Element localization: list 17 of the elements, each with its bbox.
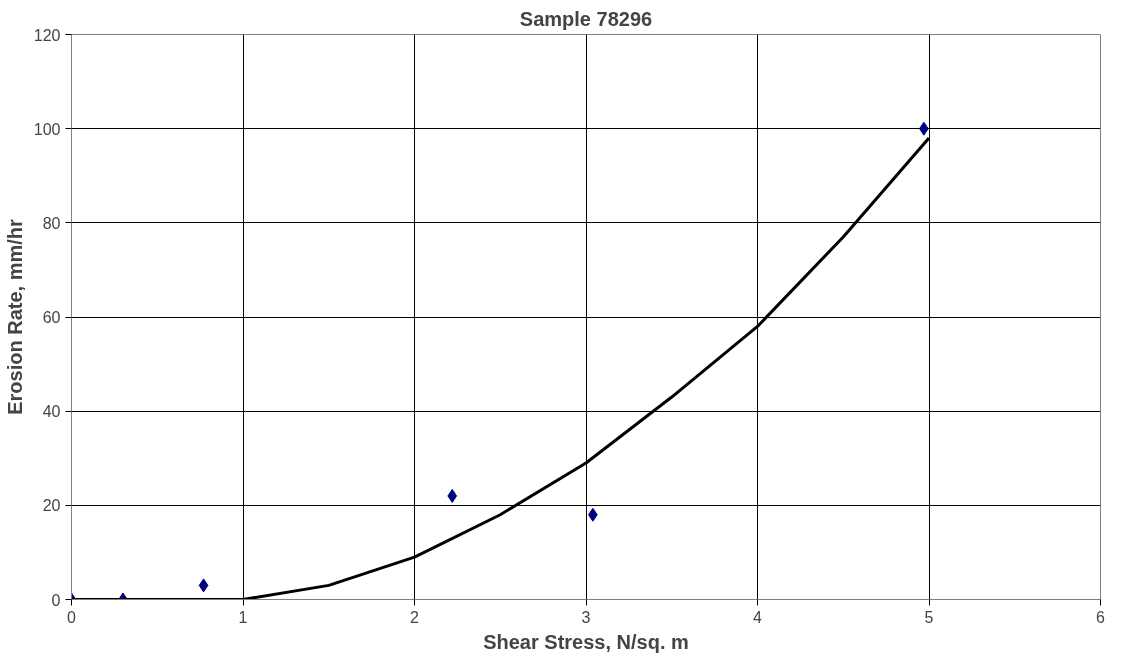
y-tick-label: 100	[33, 120, 61, 138]
x-tick-label: 3	[581, 608, 591, 626]
y-tick-label: 120	[33, 26, 61, 44]
x-tick-label: 5	[924, 608, 934, 626]
x-tick-label: 4	[753, 608, 763, 626]
x-tick-label: 6	[1096, 608, 1106, 626]
y-tick-label: 0	[51, 591, 61, 609]
x-tick-label: 0	[67, 608, 77, 626]
x-tick-label: 1	[238, 608, 248, 626]
y-tick-label: 80	[42, 214, 61, 232]
x-axis-title: Shear Stress, N/sq. m	[483, 630, 689, 653]
y-tick-label: 40	[42, 403, 61, 421]
y-tick-label: 60	[42, 309, 61, 326]
y-axis-title: Erosion Rate, mm/hr	[3, 218, 26, 415]
x-tick-label: 2	[410, 608, 420, 626]
y-tick-label: 20	[42, 497, 61, 515]
chart-title: Sample 78296	[519, 7, 653, 30]
